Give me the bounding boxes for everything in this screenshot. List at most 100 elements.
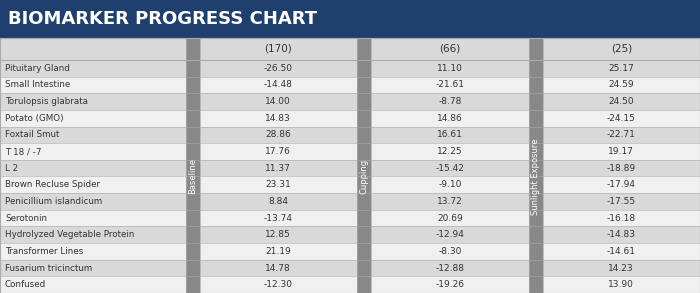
Bar (371, 243, 528, 260)
Text: 14.78: 14.78 (265, 263, 291, 272)
Bar (528, 176, 542, 193)
Bar (542, 243, 700, 260)
Bar (0, 110, 186, 127)
Bar (186, 210, 199, 226)
Bar (0, 93, 186, 110)
Bar (357, 60, 371, 77)
Bar (357, 77, 371, 93)
Bar (357, 127, 371, 143)
Bar (357, 160, 371, 176)
Bar (357, 93, 371, 110)
Bar (199, 226, 357, 243)
Bar (199, 210, 357, 226)
Text: -13.74: -13.74 (264, 214, 293, 223)
Bar (186, 260, 199, 276)
Text: -15.42: -15.42 (435, 164, 464, 173)
Bar (528, 243, 542, 260)
Text: -21.61: -21.61 (435, 81, 464, 89)
Bar (528, 110, 542, 127)
Bar (542, 127, 700, 143)
Bar (199, 260, 357, 276)
Text: Pituitary Gland: Pituitary Gland (5, 64, 70, 73)
Bar (186, 243, 199, 260)
Text: -12.30: -12.30 (264, 280, 293, 289)
Text: -12.88: -12.88 (435, 263, 464, 272)
Bar (186, 143, 199, 160)
Bar (542, 160, 700, 176)
Bar (0, 243, 186, 260)
Bar (371, 276, 528, 293)
Bar (528, 77, 542, 93)
Text: -12.94: -12.94 (435, 230, 464, 239)
Bar (199, 77, 357, 93)
Bar (357, 176, 371, 193)
Bar (542, 260, 700, 276)
Bar (371, 260, 528, 276)
Text: Cupping: Cupping (360, 159, 368, 194)
Text: (25): (25) (610, 44, 632, 54)
Bar (371, 77, 528, 93)
Bar (0, 160, 186, 176)
Bar (528, 160, 542, 176)
Text: BIOMARKER PROGRESS CHART: BIOMARKER PROGRESS CHART (8, 10, 318, 28)
Text: 8.84: 8.84 (268, 197, 288, 206)
Text: 17.76: 17.76 (265, 147, 291, 156)
Bar (371, 127, 528, 143)
Text: Penicillium islandicum: Penicillium islandicum (5, 197, 102, 206)
Bar (357, 276, 371, 293)
Text: -18.89: -18.89 (607, 164, 636, 173)
Bar (542, 93, 700, 110)
Text: -16.18: -16.18 (607, 214, 636, 223)
Text: Confused: Confused (5, 280, 46, 289)
Bar (542, 60, 700, 77)
Bar (0, 193, 186, 210)
Bar (186, 226, 199, 243)
Bar (542, 210, 700, 226)
Bar (528, 93, 542, 110)
Bar (528, 38, 542, 60)
Text: -17.94: -17.94 (607, 180, 636, 189)
Bar (186, 110, 199, 127)
Bar (542, 276, 700, 293)
Text: -26.50: -26.50 (264, 64, 293, 73)
Bar (186, 60, 199, 77)
Text: -14.83: -14.83 (607, 230, 636, 239)
Bar (199, 243, 357, 260)
Bar (528, 193, 542, 210)
Bar (199, 110, 357, 127)
Bar (371, 143, 528, 160)
Bar (357, 143, 371, 160)
Bar (528, 143, 542, 160)
Text: Potato (GMO): Potato (GMO) (5, 114, 64, 123)
Text: Serotonin: Serotonin (5, 214, 47, 223)
Bar (186, 193, 199, 210)
Bar (371, 210, 528, 226)
Bar (199, 276, 357, 293)
Text: -17.55: -17.55 (607, 197, 636, 206)
Bar (542, 110, 700, 127)
Bar (371, 226, 528, 243)
Text: T 18 / -7: T 18 / -7 (5, 147, 41, 156)
Text: 19.17: 19.17 (608, 147, 634, 156)
Bar (542, 143, 700, 160)
Text: -24.15: -24.15 (607, 114, 636, 123)
Bar (199, 176, 357, 193)
Bar (199, 193, 357, 210)
Bar (371, 60, 528, 77)
Bar (186, 38, 199, 60)
Bar (371, 193, 528, 210)
Bar (199, 143, 357, 160)
Text: 13.72: 13.72 (437, 197, 463, 206)
Bar (357, 193, 371, 210)
Text: 12.85: 12.85 (265, 230, 291, 239)
Bar (0, 127, 186, 143)
Bar (199, 127, 357, 143)
Bar (0, 226, 186, 243)
Text: Baseline: Baseline (188, 159, 197, 195)
Text: -8.78: -8.78 (438, 97, 461, 106)
Text: Transformer Lines: Transformer Lines (5, 247, 83, 256)
Bar (371, 93, 528, 110)
Bar (528, 210, 542, 226)
Bar (542, 77, 700, 93)
Text: -19.26: -19.26 (435, 280, 464, 289)
